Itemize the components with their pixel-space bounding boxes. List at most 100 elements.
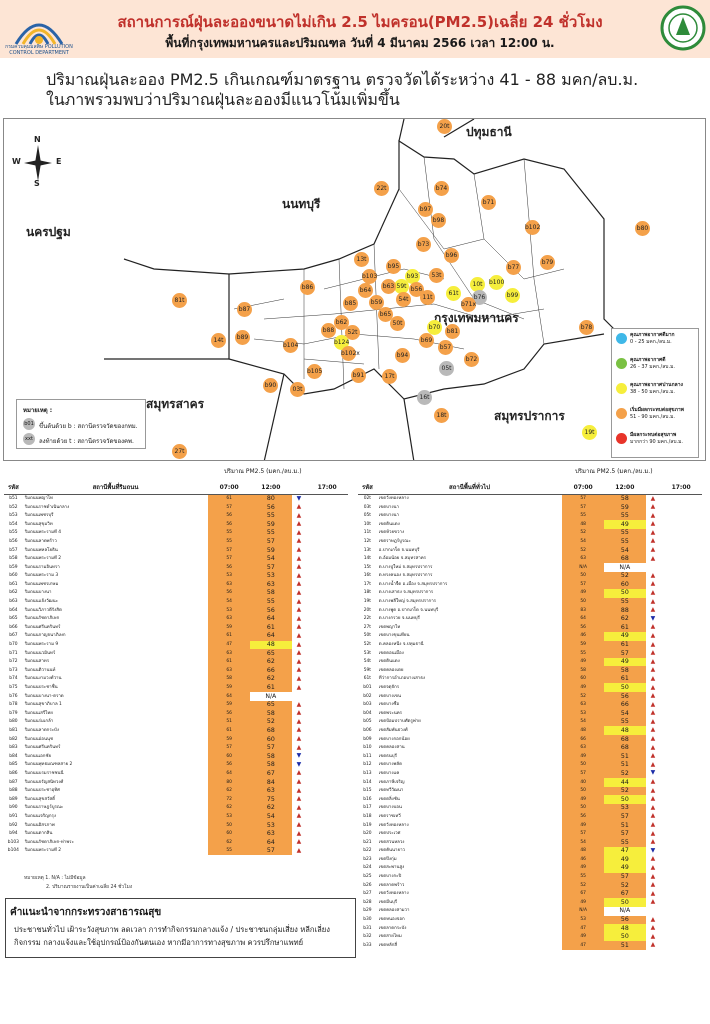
station-code: 12t: [363, 538, 372, 544]
station-code: b64: [9, 607, 18, 613]
col-t1: 07:00: [562, 482, 604, 495]
station-name: ริมถนนศรีนครินทร์: [24, 745, 61, 751]
pm25-0700: 60: [562, 674, 604, 684]
col-station: สถานีพื้นที่ทั่วไป: [376, 482, 563, 495]
station-marker: 54t: [396, 292, 411, 307]
page-title: สถานการณ์ฝุ่นละอองขนาดไม่เกิน 2.5 ไมครอน…: [117, 13, 603, 31]
pm25-0700: 53: [562, 915, 604, 925]
trend-up-icon: ▲: [650, 735, 656, 743]
pm25-1700: [306, 623, 348, 632]
pm25-1200: 57: [249, 537, 292, 546]
station-name: เขตพระนคร: [378, 710, 403, 716]
station-code: b19: [363, 822, 372, 828]
station-name: ต.บางเสาธง จ.สมุทรปราการ: [378, 590, 434, 596]
station-name: ที่ว่าการอำเภอบางเสาธง: [378, 676, 426, 682]
pm25-0700: 56: [562, 812, 604, 821]
pm25-1200: 62: [249, 674, 292, 684]
table-row: b85 ริมถนนพุทธมณฑลสาย 2 56 58 ▼: [4, 760, 348, 770]
station-code: b90: [9, 805, 18, 811]
pm25-1700: [660, 520, 702, 529]
trend-up-icon: ▲: [296, 649, 302, 657]
pm25-1700: [660, 658, 702, 667]
station-code: b33: [363, 942, 372, 948]
pm25-1200: 61: [603, 674, 646, 684]
legend-dot: [616, 333, 627, 344]
table-row: b23 เขตบึงกุ่ม 46 49 ▲: [358, 855, 702, 864]
station-name: เขตมีนบุรี: [378, 899, 398, 905]
pm25-1700: [660, 572, 702, 581]
pm25-0700: 66: [562, 735, 604, 744]
station-marker: b64: [358, 283, 373, 298]
table-row: b56 ริมถนนลาดพร้าว 55 57 ▲: [4, 537, 348, 546]
station-name: ริมถนนบางนา-ตราด: [24, 693, 64, 699]
pm25-1200: 64: [249, 838, 292, 847]
pm25-1700: [660, 744, 702, 753]
station-name: เขตหนองจอก: [378, 917, 405, 923]
table-row: 53t เขตดอนเมือง 55 57 ▲: [358, 649, 702, 658]
col-t1: 07:00: [208, 482, 250, 495]
table-row: b04 เขตพระนคร 53 54 ▲: [358, 709, 702, 718]
trend-down-icon: ▼: [650, 614, 656, 622]
station-name: ริมถนนศรีนครินทร์: [24, 624, 61, 630]
pm25-1200: 54: [603, 545, 646, 555]
trend-up-icon: ▲: [650, 915, 656, 923]
station-name: ริมถนนจรัญสนิทวงศ์: [24, 779, 64, 785]
station-code: b06: [363, 727, 372, 733]
table-row: b27 เขตวังทองหลาง 67 67 ▲: [358, 889, 702, 899]
pm25-0700: 56: [208, 588, 250, 598]
station-name: เขตภาษีเจริญ: [378, 779, 405, 785]
table-row: b54 ริมถนนสุขุมวิท 56 59 ▲: [4, 520, 348, 529]
col-t2: 12:00: [249, 482, 292, 495]
pm25-1700: [660, 580, 702, 589]
pm25-1200: 50: [603, 683, 646, 693]
station-marker: 27t: [172, 444, 187, 459]
pm25-0700: 52: [562, 528, 604, 538]
table-row: 18t ต.บางเสาธง จ.สมุทรปราการ 49 50 ▲: [358, 588, 702, 598]
station-code: b87: [9, 779, 18, 785]
station-name: ริมถนนพระรามที่ 2: [24, 556, 62, 562]
station-code: b22: [363, 848, 372, 854]
pm25-0700: 49: [562, 795, 604, 804]
pm25-1200: 53: [249, 820, 292, 830]
pm25-1200: 52: [603, 769, 646, 778]
station-code: b21: [363, 839, 372, 845]
station-code: 15t: [363, 564, 372, 570]
station-name: เขตลาดพร้าว: [378, 882, 405, 888]
pm25-1700: [306, 778, 348, 787]
station-name: ริมถนนพระรามที่ 2: [24, 848, 62, 854]
pm25-1200: 67: [249, 769, 292, 778]
note-t-dot: xxt: [23, 433, 35, 445]
pm25-0700: 56: [562, 623, 604, 632]
pm25-0700: 47: [562, 924, 604, 933]
pm25-1200: 57: [603, 649, 646, 658]
pm25-1200: 50: [603, 795, 646, 804]
table-row: b103 ริมถนนรัชดาภิเษก-ท่าพระ 62 64 ▲: [4, 838, 348, 847]
legend-dot: [616, 433, 627, 444]
trend-up-icon: ▲: [650, 649, 656, 657]
legend-item: มีผลกระทบต่อสุขภาพ มากกว่า 90 มคก./ลบ.ม.: [616, 431, 698, 453]
pm25-0700: N/A: [562, 906, 604, 916]
trend-up-icon: ▲: [296, 735, 302, 743]
station-name: ต.คลองหนึ่ง จ.ปทุมธานี: [378, 642, 424, 648]
station-name: ริมถนนเจริญกรุง: [24, 813, 56, 819]
station-code: b23: [363, 856, 372, 862]
pm25-1700: [660, 494, 702, 503]
station-marker: b78: [579, 320, 594, 335]
legend-dot: [616, 408, 627, 419]
station-code: b86: [9, 770, 18, 776]
station-code: b16: [363, 796, 372, 802]
station-name: เขตบางพลัด: [378, 762, 402, 768]
table-row: b81 ริมถนนลาดกระบัง 61 68 ▲: [4, 726, 348, 736]
station-name: เขตห้วยขวาง: [378, 530, 405, 536]
table-row: b60 ริมถนนพระราม 3 53 53 ▲: [4, 571, 348, 581]
pm25-1700: [660, 692, 702, 701]
station-code: b63: [9, 599, 18, 605]
station-name: อ.ปากเกร็ด จ.นนทบุรี: [378, 547, 420, 553]
pm25-1700: [660, 873, 702, 882]
pm25-1200: 59: [603, 503, 646, 512]
trend-up-icon: ▲: [296, 683, 302, 691]
station-name: ต.อ้อมน้อย จ.สมุทรสาคร: [378, 556, 427, 562]
station-code: b83: [9, 745, 18, 751]
station-code: 18t: [363, 590, 372, 596]
station-code: b56: [9, 538, 18, 544]
